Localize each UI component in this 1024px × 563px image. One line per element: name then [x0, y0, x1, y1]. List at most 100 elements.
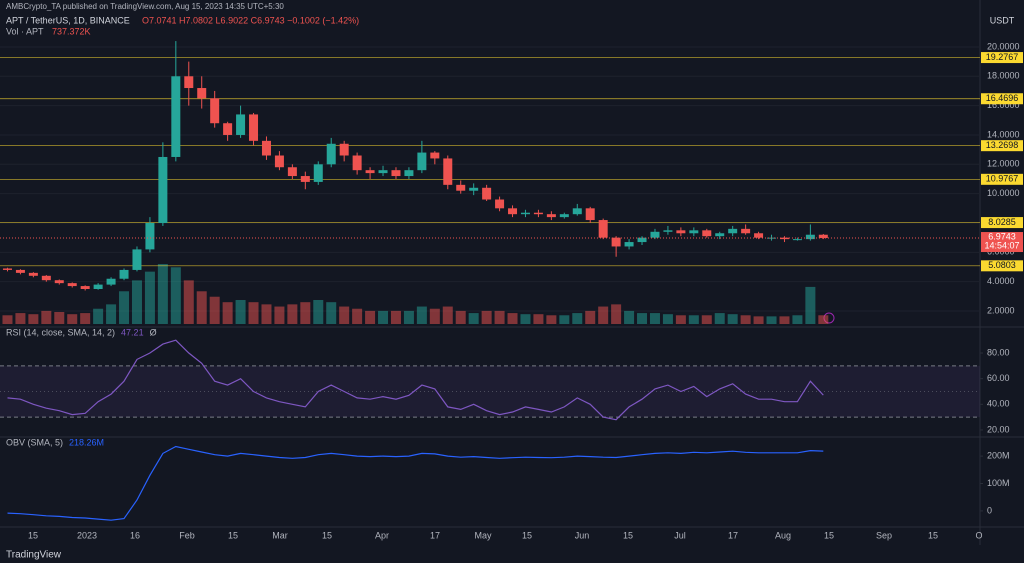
y-tick-label: 2.0000 [987, 305, 1015, 315]
currency[interactable]: USDT [990, 15, 1015, 25]
volume-bar [429, 308, 440, 324]
x-tick-label: 15 [228, 530, 238, 540]
x-tick-label: 15 [623, 530, 633, 540]
volume-bar [67, 314, 78, 324]
level-tag [981, 140, 1023, 152]
candle-body [495, 199, 505, 209]
volume-bar [481, 310, 492, 324]
volume-bar [352, 308, 363, 324]
level-label: 16.4696 [986, 93, 1019, 103]
volume-bar [80, 313, 91, 324]
volume-bar [28, 314, 39, 324]
volume-bar [701, 315, 712, 324]
volume-bar [675, 315, 686, 324]
level-label: 8.0285 [988, 217, 1016, 227]
candle-body [378, 170, 388, 174]
y-tick-label: 20.0000 [987, 41, 1020, 51]
candle-body [805, 234, 815, 240]
volume-bar [753, 316, 764, 324]
x-tick-label: 17 [430, 530, 440, 540]
volume-bar [585, 310, 596, 324]
candle-body [313, 164, 323, 182]
candle-body [28, 272, 38, 276]
volume-bar [274, 306, 285, 324]
x-tick-label: Feb [179, 530, 195, 540]
y-tick-label: 18.0000 [987, 71, 1020, 81]
volume-bar [2, 315, 13, 324]
volume-bar [326, 302, 337, 324]
publisher: AMBCrypto_TA published on TradingView.co… [6, 2, 284, 11]
candle-body [261, 140, 271, 156]
candle-body [598, 220, 608, 238]
volume-bar [662, 314, 673, 324]
symbol: APT / TetherUS, 1D, BINANCE [6, 15, 130, 25]
volume-bar [248, 302, 259, 324]
candle-body [572, 208, 582, 215]
candle-body [93, 284, 103, 290]
volume-bar [611, 304, 622, 324]
y-tick-label: 12.0000 [987, 159, 1020, 169]
candle-body [223, 123, 233, 135]
candle-body [339, 143, 349, 156]
volume-bar [442, 306, 453, 324]
y-tick-label: 80.00 [987, 347, 1010, 357]
volume-bar [637, 313, 648, 324]
pane-value: 218.26M [69, 437, 104, 447]
x-tick-label: May [474, 530, 492, 540]
volume-bar [416, 306, 427, 324]
candle-body [300, 176, 310, 182]
volume-bar [805, 286, 816, 324]
volume-bar [339, 306, 350, 324]
candle-body [818, 234, 828, 239]
candle-body [365, 170, 375, 174]
countdown: 14:54:07 [984, 240, 1019, 250]
volume-bar [144, 271, 155, 324]
volume-bar [196, 291, 207, 324]
x-tick-label: Apr [375, 530, 389, 540]
candle-body [41, 275, 51, 281]
pane-title: OBV (SMA, 5) [6, 437, 63, 447]
candle-body [145, 222, 155, 250]
pane-title: RSI (14, close, SMA, 14, 2) [6, 327, 115, 337]
candle-body [236, 114, 246, 135]
volume-bar [261, 304, 272, 324]
volume-bar [15, 313, 26, 324]
volume-bar [209, 296, 220, 324]
x-tick-label: Aug [775, 530, 791, 540]
candle-body [715, 233, 725, 237]
volume-value: 737.372K [52, 26, 91, 36]
candle-body [624, 242, 634, 247]
candle-body [637, 237, 647, 243]
volume-bar [468, 313, 479, 324]
volume-bar [157, 264, 168, 324]
candle-body [352, 155, 362, 171]
volume-bar [365, 310, 376, 324]
y-tick-label: 0 [987, 505, 992, 515]
candle-body [792, 239, 802, 241]
volume-bar [779, 316, 790, 324]
y-tick-label: 20.00 [987, 424, 1010, 434]
candle-body [611, 237, 621, 247]
candle-body [2, 268, 12, 270]
candle-body [533, 212, 543, 215]
level-label: 13.2698 [986, 140, 1019, 150]
level-label: 19.2767 [986, 52, 1019, 62]
candle-body [508, 208, 518, 215]
candle-body [741, 228, 751, 234]
candle-body [546, 214, 556, 218]
candle-body [482, 187, 492, 200]
last-price-label: 6.9743 [988, 231, 1016, 241]
candle-body [689, 230, 699, 234]
level-label: 5.0803 [988, 260, 1016, 270]
candle-body [197, 88, 207, 99]
volume-bar [818, 315, 829, 324]
y-tick-label: 16.0000 [987, 100, 1020, 110]
volume-bar [93, 308, 104, 324]
candle-body [779, 237, 789, 240]
x-tick-label: O [975, 530, 982, 540]
x-tick-label: Jun [575, 530, 590, 540]
candle-body [430, 152, 440, 159]
candle-body [663, 230, 673, 232]
pane-value: 47.21 [121, 327, 144, 337]
indicator-line [7, 445, 824, 521]
